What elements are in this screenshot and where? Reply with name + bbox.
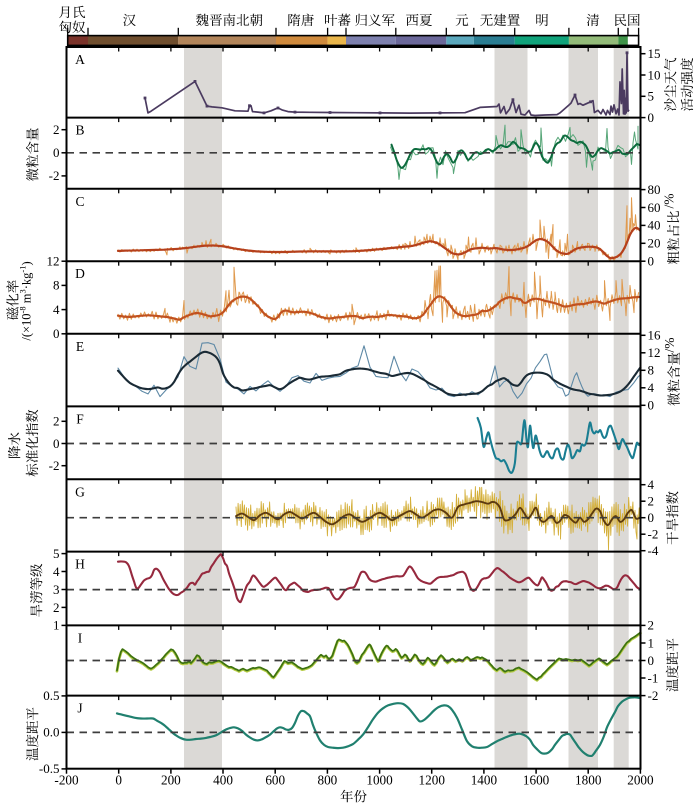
svg-text:1800: 1800 [575, 773, 602, 788]
svg-text:1: 1 [648, 635, 655, 650]
svg-text:-0.5: -0.5 [39, 761, 60, 776]
svg-text:12: 12 [648, 345, 661, 360]
svg-text:8: 8 [648, 363, 655, 378]
svg-text:2: 2 [53, 414, 60, 429]
svg-text:4: 4 [648, 477, 655, 492]
svg-text:1000: 1000 [366, 773, 393, 788]
svg-text:/%: /% [662, 338, 677, 353]
svg-text:0: 0 [53, 326, 60, 341]
svg-text:-2: -2 [648, 526, 659, 541]
svg-text:D: D [75, 266, 85, 281]
svg-text:/%: /% [662, 194, 677, 209]
svg-text:400: 400 [213, 773, 233, 788]
svg-text:600: 600 [265, 773, 285, 788]
svg-text:A: A [75, 52, 85, 67]
svg-text:H: H [75, 557, 85, 572]
svg-text:200: 200 [161, 773, 181, 788]
svg-text:0: 0 [115, 773, 122, 788]
svg-text:2: 2 [648, 494, 655, 509]
svg-text:2000: 2000 [627, 773, 654, 788]
svg-text:1600: 1600 [523, 773, 550, 788]
svg-text:0: 0 [648, 510, 655, 525]
svg-text:8: 8 [53, 278, 60, 293]
svg-text:0: 0 [53, 145, 60, 160]
svg-text:/(×10-8 m3·kg-1): /(×10-8 m3·kg-1) [17, 261, 33, 340]
svg-text:0.0: 0.0 [43, 725, 59, 740]
svg-text:-200: -200 [54, 773, 79, 788]
svg-text:-2: -2 [49, 458, 60, 473]
svg-text:0: 0 [648, 398, 655, 413]
svg-text:3: 3 [53, 582, 60, 597]
svg-text:5: 5 [648, 89, 655, 104]
svg-text:0: 0 [648, 110, 655, 125]
svg-text:-2: -2 [49, 168, 60, 183]
svg-text:-4: -4 [648, 543, 659, 558]
svg-text:40: 40 [648, 218, 661, 233]
svg-text:4: 4 [53, 302, 60, 317]
svg-text:C: C [75, 194, 84, 209]
svg-text:0: 0 [648, 653, 655, 668]
svg-text:-1: -1 [648, 670, 659, 685]
svg-text:0.5: 0.5 [43, 688, 59, 703]
svg-text:4: 4 [648, 380, 655, 395]
svg-text:1400: 1400 [471, 773, 498, 788]
svg-text:12: 12 [47, 254, 60, 269]
svg-text:I: I [78, 630, 83, 645]
svg-text:J: J [77, 701, 82, 716]
svg-text:4: 4 [53, 564, 60, 579]
svg-text:1200: 1200 [419, 773, 446, 788]
svg-text:20: 20 [648, 236, 661, 251]
svg-text:80: 80 [648, 182, 661, 197]
svg-text:B: B [75, 123, 84, 138]
svg-text:16: 16 [648, 328, 662, 343]
svg-text:1: 1 [53, 618, 60, 633]
svg-text:0: 0 [648, 254, 655, 269]
svg-text:2: 2 [53, 122, 60, 137]
svg-text:15: 15 [648, 46, 661, 61]
svg-text:G: G [75, 484, 85, 499]
svg-text:F: F [76, 411, 84, 426]
svg-text:10: 10 [648, 67, 661, 82]
svg-text:60: 60 [648, 200, 661, 215]
svg-text:5: 5 [53, 546, 60, 561]
svg-text:-2: -2 [648, 688, 659, 703]
svg-text:E: E [76, 339, 84, 354]
svg-text:0: 0 [53, 436, 60, 451]
svg-text:2: 2 [53, 600, 60, 615]
svg-text:800: 800 [317, 773, 337, 788]
svg-text:2: 2 [648, 618, 655, 633]
